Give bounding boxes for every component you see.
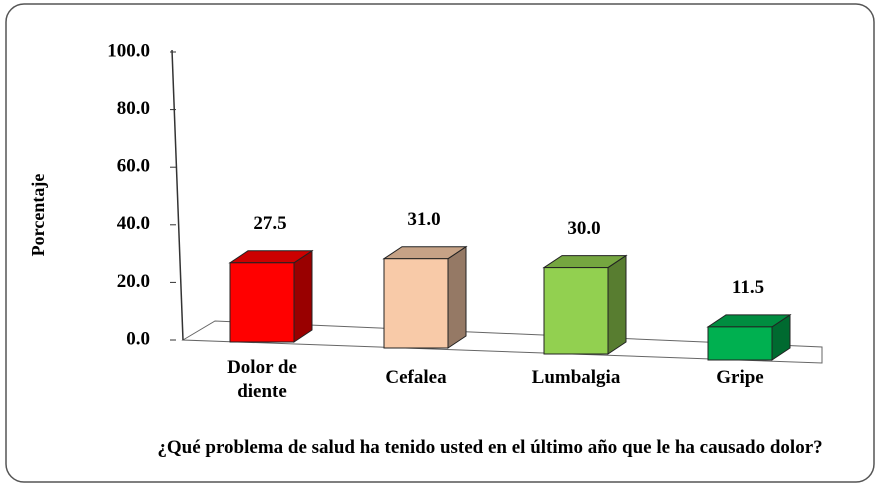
bar-front (229, 262, 295, 343)
y-axis (171, 49, 184, 341)
value-label: 31.0 (407, 209, 440, 230)
bar (228, 249, 314, 343)
bar-side (607, 254, 627, 355)
y-axis-label: Porcentaje (28, 174, 48, 257)
x-tick-label: Gripe (716, 367, 764, 388)
bar-front (707, 326, 773, 361)
value-label: 30.0 (567, 218, 600, 239)
y-tick-label: 20.0 (117, 271, 150, 292)
y-tick-label: 40.0 (117, 213, 150, 234)
border (5, 3, 875, 483)
bar (542, 254, 628, 355)
x-tick-label: Cefalea (385, 367, 447, 388)
x-tick-label: Dolor de diente (227, 357, 297, 402)
value-label: 11.5 (732, 277, 764, 298)
x-axis-label: ¿Qué problema de salud ha tenido usted e… (157, 437, 823, 458)
bar-front (543, 267, 609, 355)
y-tick-label: 100.0 (107, 40, 150, 61)
y-tick-label: 80.0 (117, 98, 150, 119)
value-label: 27.5 (253, 213, 286, 234)
bar-side (293, 249, 313, 343)
bar (382, 245, 468, 349)
bar-front (383, 258, 449, 349)
y-tick-label: 0.0 (126, 328, 150, 349)
bar (706, 313, 792, 361)
floor (181, 320, 823, 364)
y-tick-label: 60.0 (117, 156, 150, 177)
x-tick-label: Lumbalgia (531, 367, 621, 388)
bar-side (447, 245, 467, 349)
